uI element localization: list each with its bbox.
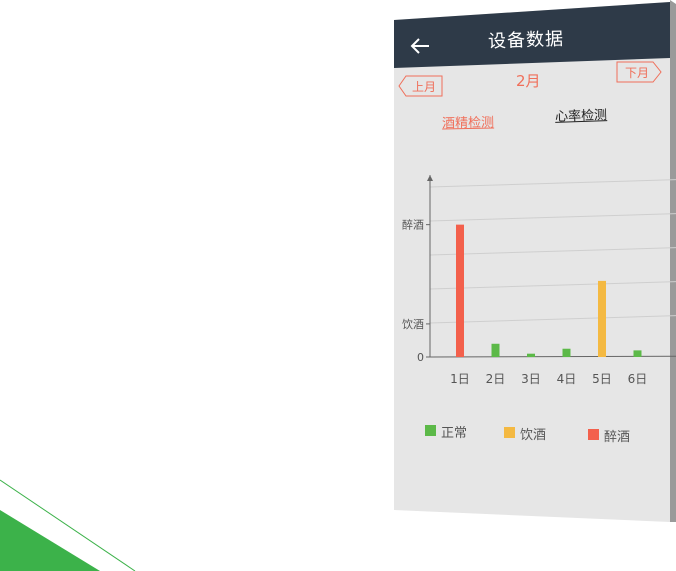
- x-tick-label: 1日: [450, 372, 470, 386]
- grid-line: [429, 179, 676, 188]
- previous-tag-icon: [398, 75, 443, 97]
- y-tick-label: 醉酒: [402, 218, 424, 232]
- next-month-button[interactable]: 下月: [616, 61, 662, 83]
- x-tick-label: 5日: [592, 372, 612, 386]
- grid-line: [429, 315, 676, 324]
- bar-2: [491, 343, 500, 357]
- legend-drunk-label: 醉酒: [604, 430, 631, 445]
- x-tick-label: 6日: [628, 372, 648, 386]
- app-header: 设备数据: [394, 0, 676, 68]
- previous-month-button[interactable]: 上月: [398, 75, 444, 97]
- current-month: 2月: [516, 72, 541, 90]
- x-tick-label: 2日: [486, 372, 506, 386]
- grid-line: [429, 281, 676, 290]
- bar-5: [598, 280, 606, 357]
- next-tag-icon: [616, 61, 662, 83]
- screen-background: [394, 0, 676, 522]
- legend-normal-label: 正常: [441, 426, 468, 441]
- arrow-left-icon[interactable]: [408, 34, 432, 58]
- y-tick-label: 0: [417, 351, 424, 364]
- bar-6: [633, 350, 642, 357]
- legend-drinking-swatch: [504, 427, 515, 438]
- y-axis-arrow: [427, 175, 433, 181]
- x-tick-label: 3日: [521, 372, 541, 386]
- bar-1: [456, 224, 464, 357]
- legend-drinking-label: 饮酒: [520, 428, 547, 443]
- bar-4: [562, 348, 571, 357]
- legend-normal-swatch: [425, 425, 436, 436]
- alcohol-bar-chart: 0 饮酒 醉酒 1日 2日 3日 4日 5日 6日: [402, 175, 676, 386]
- next-month-label: 下月: [625, 66, 650, 80]
- previous-month-label: 上月: [412, 80, 437, 94]
- phone-screen: 设备数据 上月 2月 下月 酒精检测 心率检测 0 饮酒 醉酒 1日 2日 3日 4日 5日 6…: [394, 0, 676, 522]
- grid-line: [429, 213, 676, 222]
- bar-3: [527, 353, 535, 357]
- x-tick-label: 4日: [557, 372, 577, 386]
- y-tick-label: 饮酒: [402, 318, 424, 331]
- legend-drunk-swatch: [588, 429, 599, 440]
- grid-line: [429, 247, 676, 256]
